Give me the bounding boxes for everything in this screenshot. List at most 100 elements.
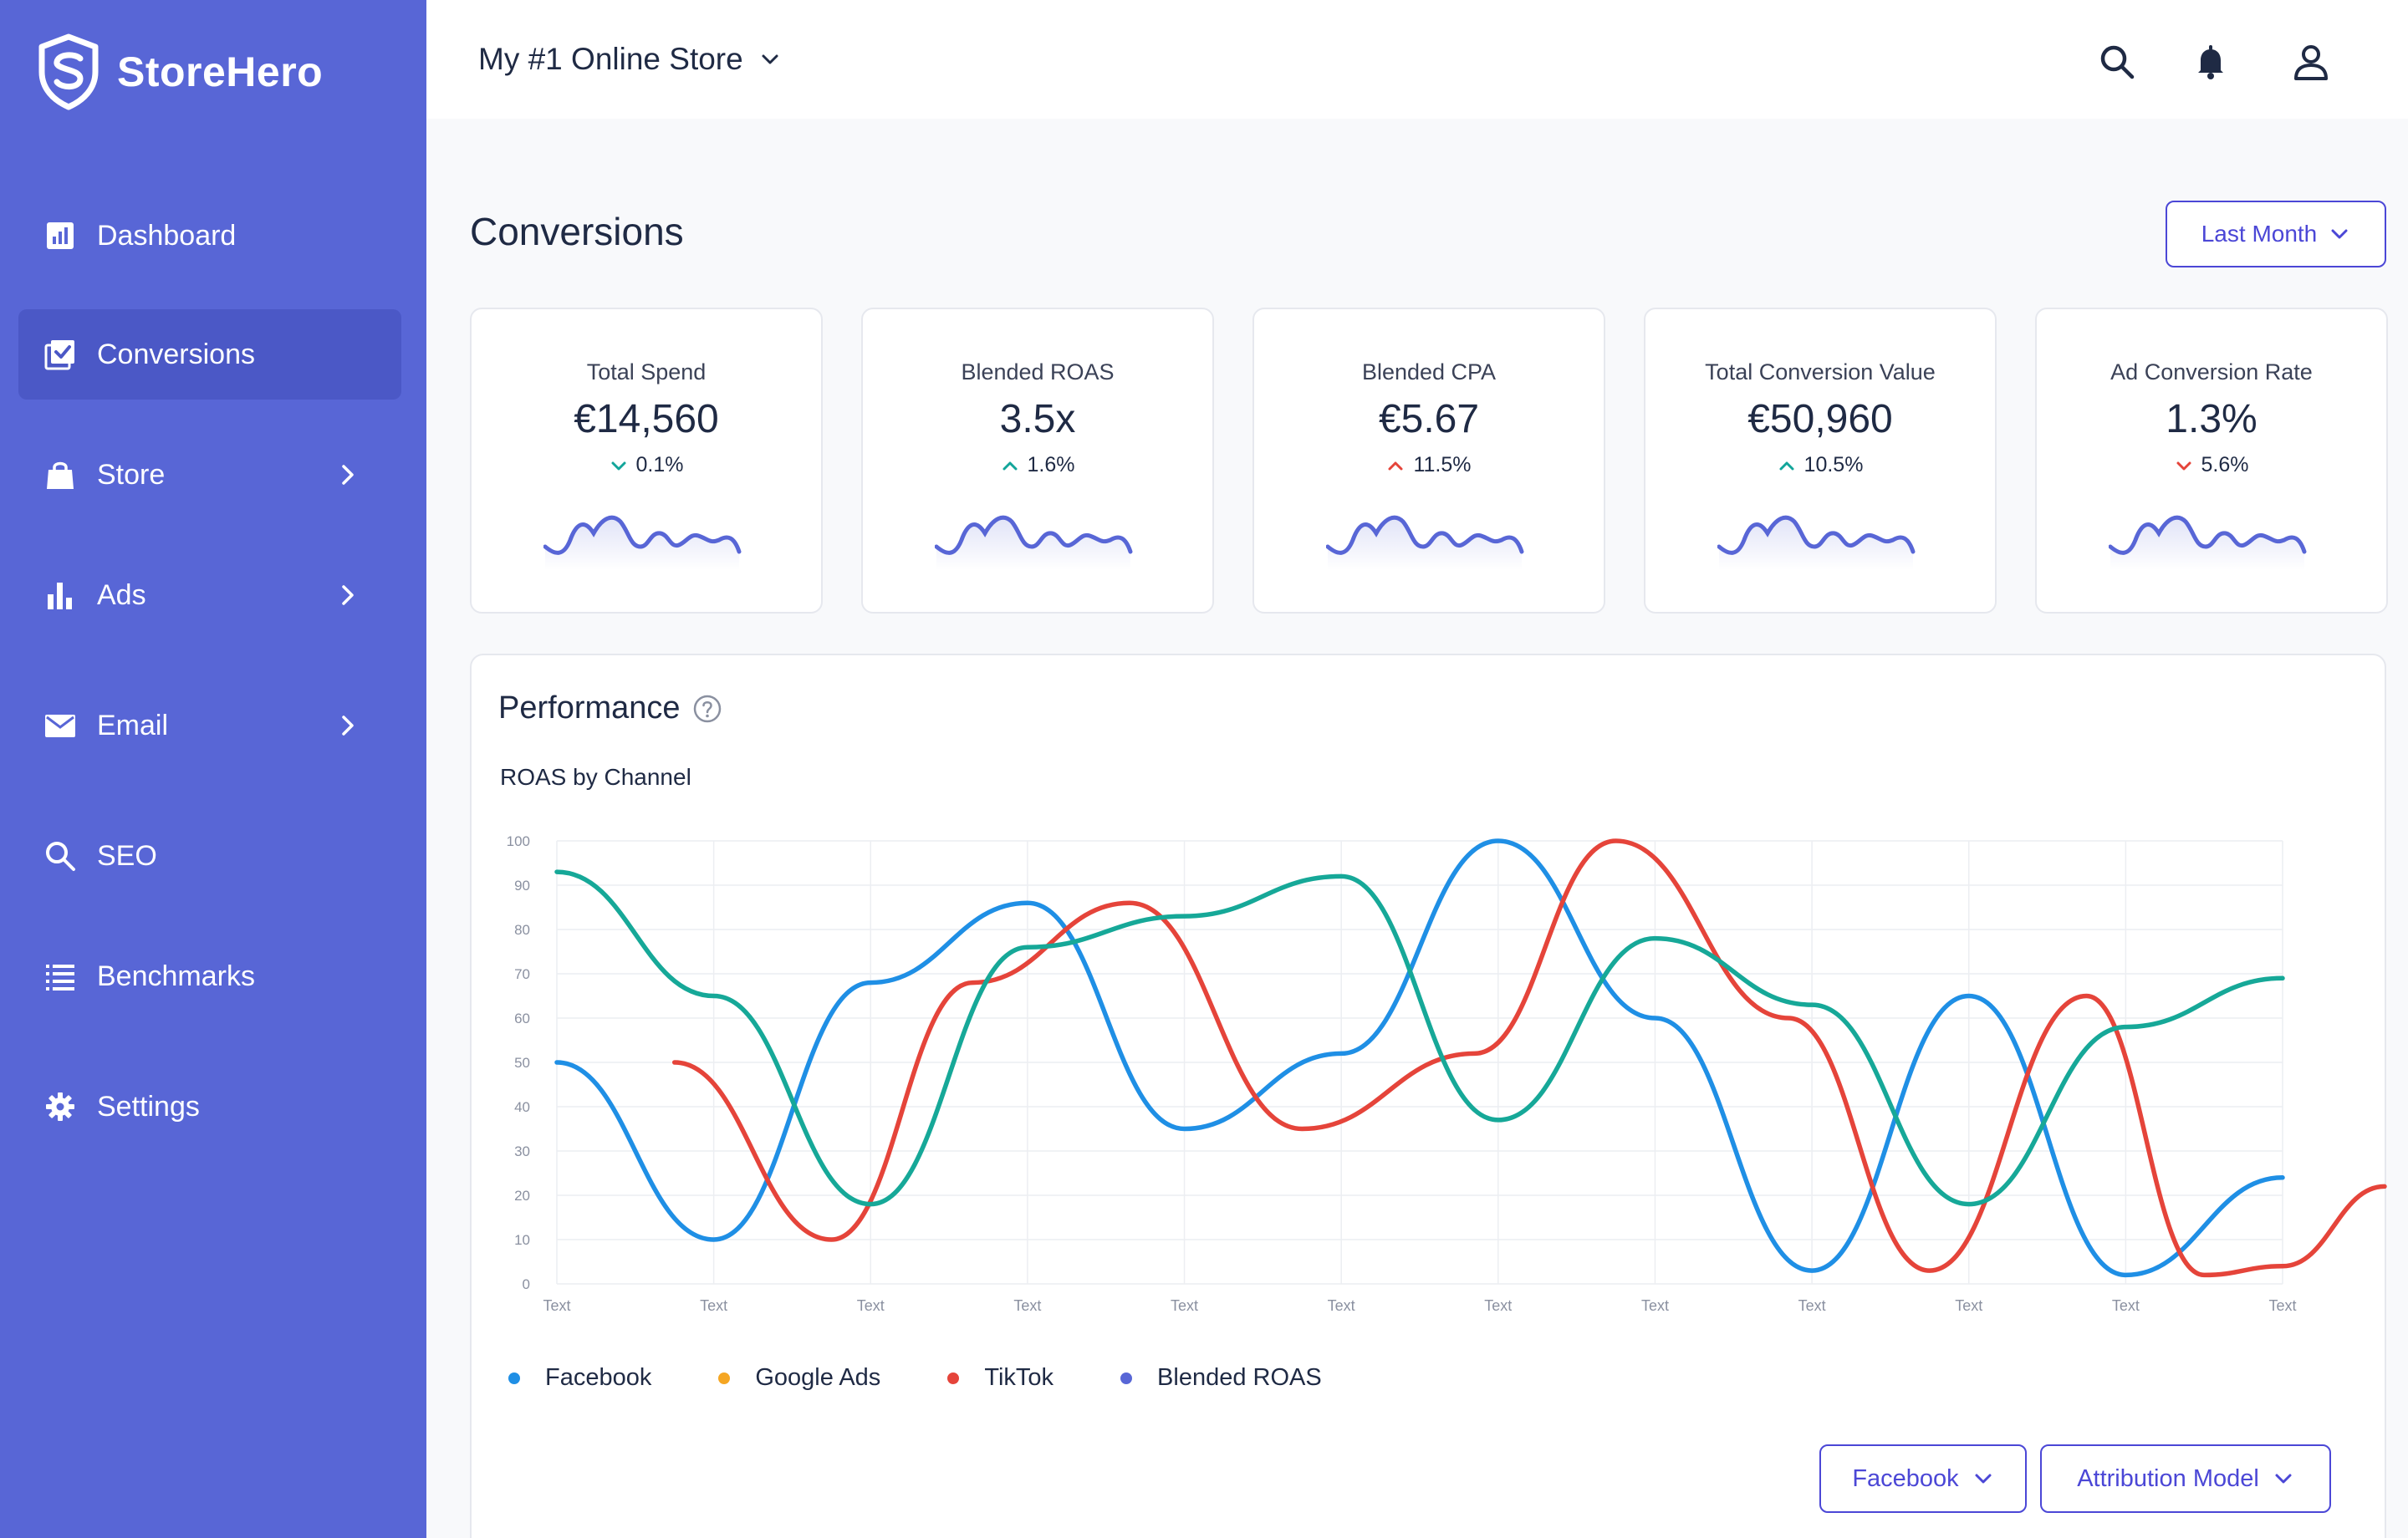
y-tick-label: 80 — [514, 922, 530, 938]
bell-icon[interactable] — [2191, 42, 2231, 82]
arrow-up-icon — [1779, 461, 1794, 470]
kpi-delta-value: 5.6% — [2201, 453, 2249, 476]
store-selector[interactable]: My #1 Online Store — [478, 42, 782, 77]
sidebar-item-label: Dashboard — [97, 219, 237, 252]
chevron-right-icon — [342, 465, 354, 485]
sidebar-item-ads[interactable]: Ads — [18, 550, 401, 640]
conversions-icon — [43, 338, 77, 371]
series-line-facebook[interactable] — [554, 838, 2285, 1278]
x-tick-label: Text — [1955, 1297, 1982, 1314]
legend-label: Facebook — [545, 1364, 652, 1391]
sparkline — [543, 515, 742, 570]
date-range-dropdown[interactable]: Last Month — [2166, 201, 2386, 267]
series-line-blended-roas[interactable] — [554, 869, 2285, 1207]
x-tick-label: Text — [1171, 1297, 1198, 1314]
sparkline — [935, 515, 1133, 570]
arrow-down-icon — [2176, 461, 2191, 470]
sparkline — [1326, 515, 1524, 570]
y-tick-label: 60 — [514, 1011, 530, 1026]
arrow-up-icon — [1388, 461, 1403, 470]
sidebar-item-label: Settings — [97, 1090, 200, 1123]
y-tick-label: 40 — [514, 1099, 530, 1115]
gear-icon — [43, 1090, 77, 1123]
chevron-right-icon — [342, 585, 354, 605]
help-icon[interactable] — [692, 694, 722, 724]
kpi-card[interactable]: Blended ROAS 3.5x 1.6% — [861, 308, 1214, 614]
sidebar-item-label: Benchmarks — [97, 960, 255, 992]
performance-card: 0 10 20 30 40 50 60 70 80 90 100 Text Text Text Text Te… — [470, 654, 2387, 1538]
sidebar-item-dashboard[interactable]: Dashboard — [18, 191, 401, 281]
attribution-filter-label: Attribution Model — [2077, 1464, 2259, 1492]
legend-item-google-ads[interactable]: Google Ads — [718, 1364, 880, 1392]
kpi-value: €14,560 — [574, 397, 719, 441]
performance-title: Performance — [498, 690, 722, 726]
chart-subtitle: ROAS by Channel — [500, 764, 691, 790]
legend-item-facebook[interactable]: Facebook — [508, 1364, 651, 1392]
sidebar-item-benchmarks[interactable]: Benchmarks — [18, 931, 401, 1021]
kpi-value: €50,960 — [1747, 397, 1893, 441]
kpi-delta: 1.6% — [863, 453, 1212, 477]
kpi-delta: 0.1% — [472, 453, 821, 477]
x-tick-label: Text — [1484, 1297, 1512, 1314]
kpi-delta-value: 10.5% — [1803, 453, 1864, 476]
sidebar-item-email[interactable]: Email — [18, 680, 401, 771]
legend-label: Blended ROAS — [1157, 1364, 1322, 1391]
roas-line-chart: 0 10 20 30 40 50 60 70 80 90 100 Text Text Text Text Te… — [507, 833, 2387, 1314]
legend-label: Google Ads — [755, 1364, 881, 1391]
sidebar-item-store[interactable]: Store — [18, 430, 401, 520]
kpi-label: Total Conversion Value — [1705, 359, 1936, 384]
kpi-card[interactable]: Total Spend €14,560 0.1% — [470, 308, 823, 614]
kpi-card[interactable]: Ad Conversion Rate 1.3% 5.6% — [2035, 308, 2388, 614]
legend-dot — [947, 1372, 960, 1384]
x-tick-label: Text — [1641, 1297, 1669, 1314]
sidebar-item-conversions[interactable]: Conversions — [18, 309, 401, 400]
y-tick-label: 10 — [514, 1232, 530, 1248]
channel-filter-label: Facebook — [1852, 1464, 1959, 1492]
x-tick-label: Text — [1013, 1297, 1041, 1314]
date-range-label: Last Month — [2201, 221, 2318, 247]
kpi-delta-value: 1.6% — [1027, 453, 1075, 476]
x-tick-label: Text — [857, 1297, 885, 1314]
chevron-down-icon — [1975, 1474, 1992, 1484]
search-icon — [43, 839, 77, 873]
kpi-label: Blended ROAS — [961, 359, 1115, 384]
brand-logo[interactable]: StoreHero — [37, 33, 323, 110]
kpi-value: €5.67 — [1378, 397, 1480, 441]
bag-icon — [43, 458, 77, 491]
kpi-card[interactable]: Blended CPA €5.67 11.5% — [1252, 308, 1605, 614]
kpi-card[interactable]: Total Conversion Value €50,960 10.5% — [1644, 308, 1997, 614]
legend-item-tiktok[interactable]: TikTok — [947, 1364, 1054, 1392]
sidebar-item-label: Conversions — [97, 338, 255, 370]
kpi-label: Total Spend — [586, 359, 707, 384]
legend-dot — [718, 1372, 731, 1384]
kpi-delta: 11.5% — [1254, 453, 1604, 477]
kpi-value: 1.3% — [2166, 397, 2258, 441]
y-tick-label: 0 — [523, 1276, 530, 1292]
arrow-up-icon — [1002, 461, 1017, 470]
sidebar-item-label: Email — [97, 709, 169, 741]
sidebar: StoreHero Dashboard Conversions Store Ad… — [0, 0, 426, 1538]
y-tick-label: 20 — [514, 1188, 530, 1204]
page-title: Conversions — [470, 210, 684, 253]
chart-legend: Facebook Google Ads TikTok Blended ROAS — [508, 1364, 1389, 1392]
arrow-down-icon — [611, 461, 625, 470]
chevron-down-icon — [2331, 229, 2348, 239]
legend-item-blended-roas[interactable]: Blended ROAS — [1120, 1364, 1322, 1392]
sidebar-item-label: Ads — [97, 578, 146, 611]
sidebar-item-seo[interactable]: SEO — [18, 811, 401, 901]
y-tick-label: 30 — [514, 1143, 530, 1159]
sparkline — [2109, 515, 2307, 570]
sidebar-item-label: SEO — [97, 839, 157, 872]
list-icon — [43, 960, 77, 993]
sidebar-item-settings[interactable]: Settings — [18, 1062, 401, 1152]
attribution-model-dropdown[interactable]: Attribution Model — [2040, 1444, 2331, 1513]
chevron-down-icon — [762, 54, 778, 64]
series-line-tiktok[interactable] — [671, 838, 2387, 1278]
x-tick-label: Text — [1328, 1297, 1355, 1314]
dashboard-icon — [43, 219, 77, 252]
x-tick-label: Text — [543, 1297, 570, 1314]
bar-chart-icon — [43, 578, 77, 612]
search-icon[interactable] — [2097, 42, 2137, 82]
user-icon[interactable] — [2291, 42, 2331, 82]
channel-filter-dropdown[interactable]: Facebook — [1819, 1444, 2027, 1513]
